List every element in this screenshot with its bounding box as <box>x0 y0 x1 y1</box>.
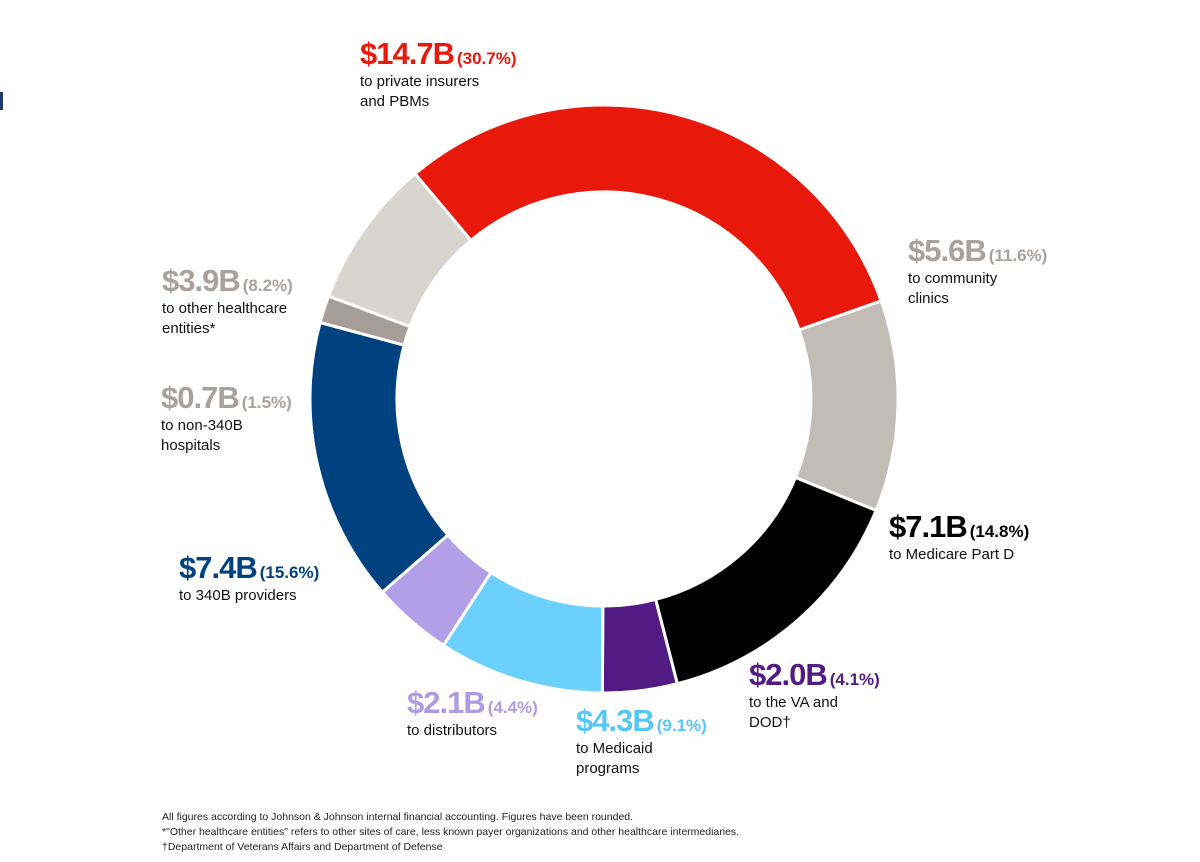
percent-private-insurers: (30.7%) <box>456 49 517 68</box>
label-va-dod: $2.0B (4.1%) to the VA and DOD† <box>749 658 880 732</box>
amount-other-healthcare: $3.9B <box>162 263 241 298</box>
label-medicaid-programs: $4.3B (9.1%) to Medicaid programs <box>576 704 707 778</box>
desc-other-healthcare-1: to other healthcare <box>162 300 288 317</box>
desc-private-insurers-2: and PBMs <box>360 93 430 110</box>
label-340b-providers: $7.4B (15.6%) to 340B providers <box>179 551 319 605</box>
percent-340b-providers: (15.6%) <box>259 563 320 582</box>
desc-distributors-1: to distributors <box>407 722 498 739</box>
label-non-340b-hospitals: $0.7B (1.5%) to non-340B hospitals <box>161 381 292 455</box>
amount-medicare-part-d: $7.1B <box>889 509 968 544</box>
label-medicare-part-d: $7.1B (14.8%) to Medicare Part D <box>889 510 1029 564</box>
desc-non-340b-hospitals-1: to non-340B <box>161 417 243 434</box>
slice-private <box>412 103 884 332</box>
label-other-healthcare: $3.9B (8.2%) to other healthcare entities… <box>162 264 293 338</box>
footnote-1: All figures according to Johnson & Johns… <box>162 811 634 823</box>
desc-community-clinics-2: clinics <box>908 290 949 307</box>
percent-community-clinics: (11.6%) <box>988 246 1048 265</box>
slice-community <box>793 299 900 513</box>
desc-medicare-part-d-1: to Medicare Part D <box>889 546 1015 563</box>
amount-va-dod: $2.0B <box>749 657 828 692</box>
amount-distributors: $2.1B <box>407 685 486 720</box>
percent-non-340b-hospitals: (1.5%) <box>241 393 292 412</box>
desc-non-340b-hospitals-2: hospitals <box>161 437 221 454</box>
amount-private-insurers: $14.7B <box>360 36 455 71</box>
slice-other <box>326 171 474 329</box>
desc-private-insurers-1: to private insurers <box>360 73 480 90</box>
desc-va-dod-1: to the VA and <box>749 694 838 711</box>
footnotes: All figures according to Johnson & Johns… <box>162 810 739 855</box>
percent-other-healthcare: (8.2%) <box>242 276 293 295</box>
desc-other-healthcare-2: entities* <box>162 320 216 337</box>
percent-medicaid-programs: (9.1%) <box>656 716 707 735</box>
left-edge-accent <box>0 92 3 110</box>
percent-distributors: (4.4%) <box>487 698 538 717</box>
desc-medicaid-programs-2: programs <box>576 760 640 777</box>
percent-va-dod: (4.1%) <box>829 670 880 689</box>
label-private-insurers: $14.7B (30.7%) to private insurers and PB… <box>360 37 517 111</box>
footnote-2: *"Other healthcare entities" refers to o… <box>162 826 740 838</box>
desc-va-dod-2: DOD† <box>749 714 791 731</box>
percent-medicare-part-d: (14.8%) <box>969 522 1030 541</box>
footnote-3: †Department of Veterans Affairs and Depa… <box>162 841 443 853</box>
slice-medicare <box>653 475 879 686</box>
slice-p340b <box>308 320 451 595</box>
amount-medicaid-programs: $4.3B <box>576 703 655 738</box>
amount-340b-providers: $7.4B <box>179 550 258 585</box>
label-community-clinics: $5.6B (11.6%) to community clinics <box>908 234 1047 308</box>
label-distributors: $2.1B (4.4%) to distributors <box>407 686 538 740</box>
amount-non-340b-hospitals: $0.7B <box>161 380 240 415</box>
desc-340b-providers-1: to 340B providers <box>179 587 297 604</box>
desc-community-clinics-1: to community <box>908 270 998 287</box>
desc-medicaid-programs-1: to Medicaid <box>576 740 653 757</box>
amount-community-clinics: $5.6B <box>908 233 987 268</box>
